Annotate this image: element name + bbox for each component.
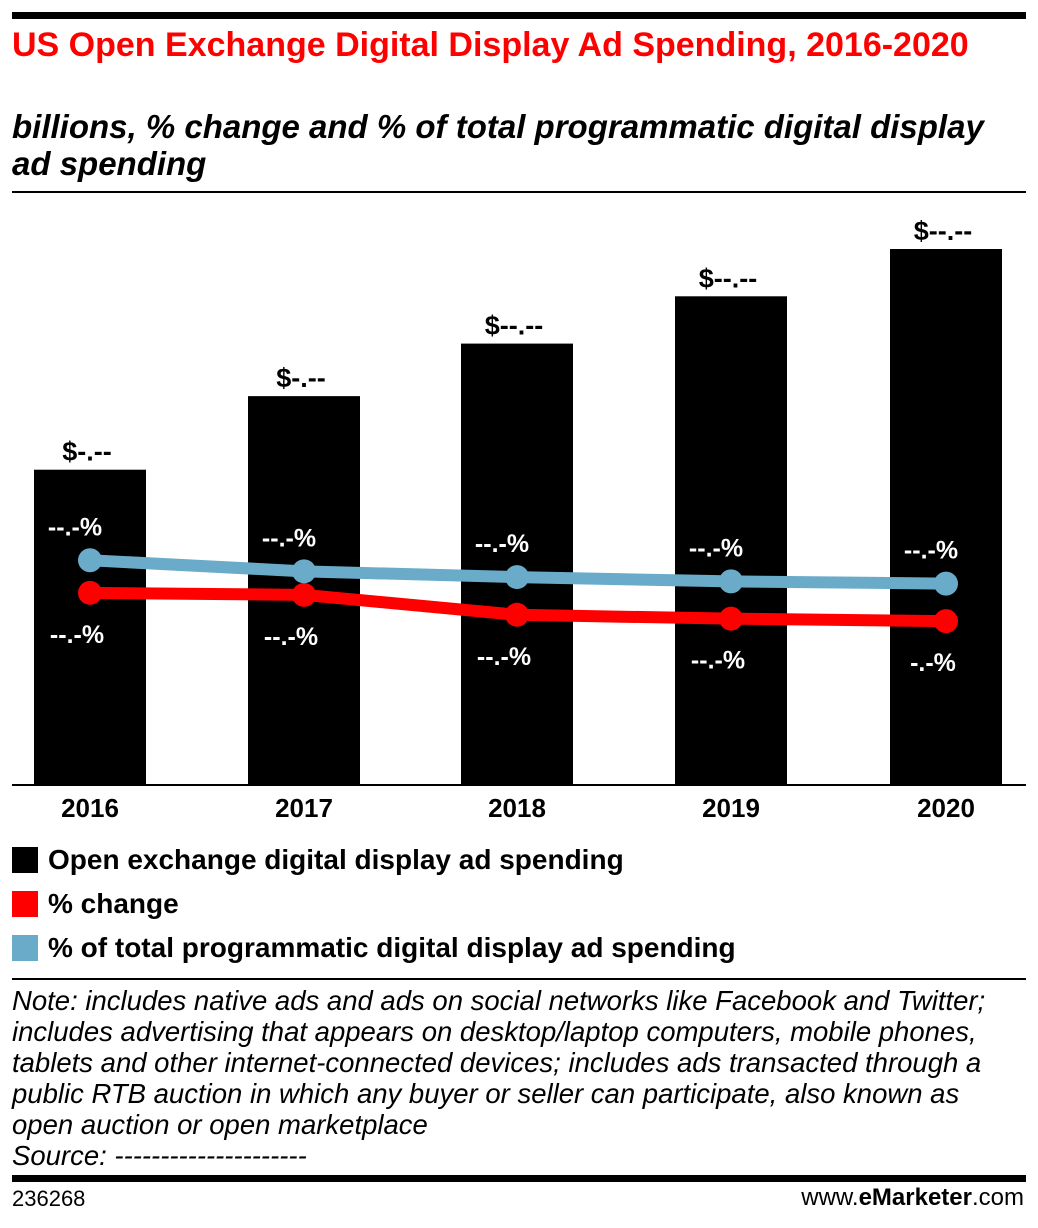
legend-label-share: % of total programmatic digital display … [48,932,736,963]
share-point-2019 [719,569,743,594]
share-point-2016 [78,548,102,573]
source-text: Source: --------------------- [12,1140,307,1171]
share-label-2017: --.-% [262,524,316,552]
legend-item-spending: Open exchange digital display ad spendin… [12,838,736,882]
share-label-2016: --.-% [48,513,102,541]
x-tick-2019: 2019 [702,793,760,823]
subtitle-rule [12,191,1026,193]
combo-chart: $-.-- $-.-- $--.-- $--.-- $--.-- --.-% --.-% --… [12,216,1026,823]
legend: Open exchange digital display ad spendin… [12,838,736,970]
note-text: Note: includes native ads and ads on soc… [12,985,986,1140]
legend-label-spending: Open exchange digital display ad spendin… [48,844,624,875]
brand-link[interactable]: www.eMarketer.com [801,1184,1024,1212]
share-label-2020: --.-% [904,537,958,565]
bar-value-label-2017: $-.-- [276,363,326,393]
share-point-2018 [505,565,529,590]
x-tick-2018: 2018 [488,793,546,823]
change-point-2016 [78,580,102,605]
brand-name: eMarketer [858,1184,972,1211]
change-point-2017 [292,582,316,607]
bar-2020 [890,249,1002,785]
change-label-2020: -.-% [910,649,956,677]
change-point-2019 [719,606,743,631]
chart-note: Note: includes native ads and ads on soc… [12,985,1022,1171]
change-point-2020 [934,609,958,634]
share-point-2017 [292,559,316,584]
top-rule [12,12,1026,19]
change-label-2016: --.-% [50,621,104,649]
share-label-2018: --.-% [475,530,529,558]
change-label-2018: --.-% [477,643,531,671]
chart-subtitle: billions, % change and % of total progra… [12,108,984,182]
bottom-rule [12,1175,1026,1182]
share-label-2019: --.-% [689,534,743,562]
brand-suffix: .com [971,1184,1024,1211]
legend-swatch-spending [12,847,38,873]
x-axis: 2016 2017 2018 2019 2020 [12,784,1026,823]
bar-value-label-2019: $--.-- [699,263,757,293]
change-label-2017: --.-% [264,623,318,651]
labels-layer: $-.-- $-.-- $--.-- $--.-- $--.-- --.-% --.-% --… [48,216,972,677]
change-point-2018 [505,602,529,627]
bar-value-label-2016: $-.-- [62,437,112,467]
bar-value-label-2020: $--.-- [914,216,972,246]
bar-2018 [461,343,573,785]
legend-label-change: % change [48,888,179,919]
change-label-2019: --.-% [691,647,745,675]
bar-2016 [34,469,146,785]
chart-title: US Open Exchange Digital Display Ad Spen… [12,26,969,64]
bar-2019 [675,296,787,785]
share-point-2020 [934,571,958,596]
brand-prefix: www. [801,1184,859,1211]
legend-item-change: % change [12,882,736,926]
x-tick-2020: 2020 [917,793,975,823]
legend-swatch-change [12,891,38,917]
legend-swatch-share [12,935,38,961]
bar-value-label-2018: $--.-- [485,311,543,341]
note-rule [12,978,1026,980]
lines-layer [78,548,958,634]
x-tick-2017: 2017 [275,793,333,823]
x-tick-2016: 2016 [61,793,119,823]
chart-id: 236268 [12,1186,86,1211]
legend-item-share: % of total programmatic digital display … [12,926,736,970]
